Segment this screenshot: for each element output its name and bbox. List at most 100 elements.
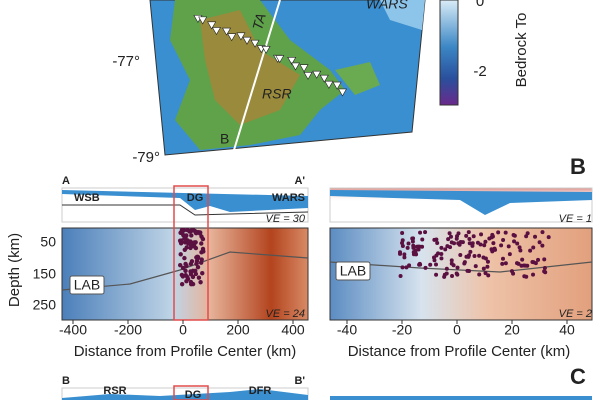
event [182,235,187,241]
ve-label: VE = 24 [266,308,305,320]
event [417,244,422,249]
map-label: RSR [262,86,292,102]
event [182,247,188,252]
event [436,251,441,256]
station [275,55,285,64]
lab-label: LAB [74,277,100,293]
event [452,241,457,246]
event [481,266,486,271]
event [458,252,463,257]
profile-end: A' [294,175,305,187]
panel-label: B [570,154,586,179]
map-label: TA [249,11,269,31]
event [542,265,547,270]
event [455,265,460,270]
event [196,275,202,280]
latitude-label: -77° [112,53,140,70]
event [180,274,186,279]
station [211,27,221,36]
x-tick-label: 0 [179,322,187,338]
event [449,258,454,263]
event [512,233,517,238]
station [332,81,342,90]
event [410,239,415,244]
region-label: WARS [272,192,305,204]
x-tick-label: 20 [504,322,520,338]
event [194,230,199,236]
colorbar-tick: 0 [476,0,484,10]
event [482,243,487,248]
event [500,256,505,261]
event [503,230,508,235]
event [543,270,548,275]
station [227,33,237,42]
station [290,62,301,71]
event [454,271,459,276]
event [537,240,542,245]
event [485,259,490,264]
x-tick-label: -40 [337,322,357,338]
region-label: WSB [74,192,100,204]
event [199,250,204,255]
event [178,239,184,245]
colorbar-label: Bedrock To [513,13,530,88]
event [200,271,205,276]
event [402,252,407,257]
event [462,261,467,266]
event [183,268,188,274]
station [250,39,260,48]
colorbar [439,0,459,106]
event [467,241,472,246]
event [442,274,447,279]
event [523,263,528,268]
event [402,255,407,260]
ve-label: VE = 1 [559,213,592,225]
y-tick-label: 50 [40,234,56,250]
event [507,252,512,257]
event [428,262,433,267]
event [491,241,496,246]
event [496,230,501,235]
event [483,239,488,244]
event [533,261,538,266]
event [445,244,450,249]
event [192,240,197,245]
event [485,264,490,269]
y-tick-label: 250 [33,297,57,313]
event [439,256,444,261]
station [207,21,217,30]
event [179,230,185,236]
event [404,265,409,270]
event [473,264,478,269]
event [190,274,196,280]
event [444,266,449,271]
event [189,259,195,264]
event [193,245,199,251]
event [199,241,204,246]
latitude-label: -79° [132,149,160,166]
station [299,64,309,73]
event [194,258,200,264]
event [398,250,403,255]
event [470,243,475,248]
event [400,265,405,270]
event [540,243,545,248]
event [195,264,201,270]
event [528,248,533,253]
region-label: DG [187,192,204,204]
event [477,253,482,258]
event [182,255,187,261]
x-axis-title: Distance from Profile Center (km) [74,343,297,360]
event [517,245,522,250]
event [483,271,488,276]
event [423,265,428,270]
event [493,247,498,252]
event [515,241,520,246]
colorbar-tick: -2 [473,63,486,80]
event [475,240,480,245]
x-tick-label: 400 [281,322,305,338]
event [448,234,453,239]
event [179,281,185,287]
event [464,254,469,259]
x-tick-label: -20 [392,322,412,338]
